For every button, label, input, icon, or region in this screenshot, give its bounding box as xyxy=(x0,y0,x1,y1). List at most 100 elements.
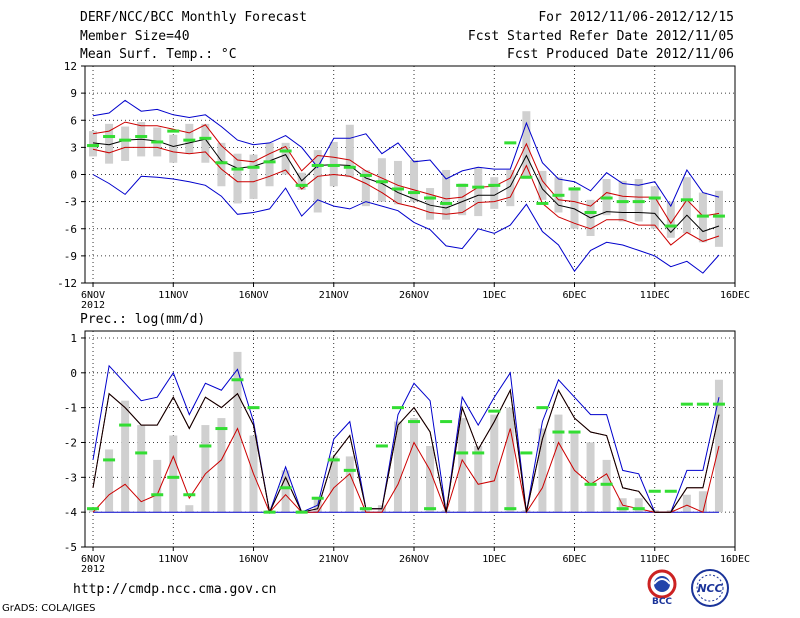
prec-spread-box xyxy=(393,421,402,513)
temp-plot-frame xyxy=(84,65,736,284)
temp-ytick-label: -3 xyxy=(64,196,77,209)
footer-url[interactable]: http://cmdp.ncc.cma.gov.cn xyxy=(73,582,277,597)
temp-min-line xyxy=(92,174,720,274)
prec-ytick-label: 1 xyxy=(70,332,77,345)
prec-ytick-label: -3 xyxy=(64,471,77,484)
prec-observation-mark xyxy=(648,489,661,493)
prec-observation-mark xyxy=(391,406,404,410)
temp-spread-box xyxy=(426,188,435,220)
temp-observation-mark xyxy=(231,167,244,171)
prec-observation-mark xyxy=(119,423,132,427)
prec-observation-mark xyxy=(504,507,517,511)
temp-observation-mark xyxy=(536,201,549,205)
temp-xtick-label: 11NOV xyxy=(158,290,188,301)
temp-upper-quartile-line xyxy=(92,121,720,225)
prec-observation-mark xyxy=(520,451,533,455)
temp-observation-mark xyxy=(488,183,501,187)
prec-spread-box xyxy=(506,407,515,513)
prec-xtick-label: 16NOV xyxy=(238,554,268,565)
temp-observation-mark xyxy=(167,129,180,133)
temp-observation-mark xyxy=(696,214,709,218)
temp-observation-mark xyxy=(440,201,453,205)
prec-xtick-label: 6DEC xyxy=(562,554,586,565)
prec-observation-mark xyxy=(375,444,388,448)
prec-spread-box xyxy=(538,428,547,513)
temp-observation-mark xyxy=(520,175,533,179)
temp-observation-mark xyxy=(632,200,645,204)
prec-ytick-label: -2 xyxy=(64,436,77,449)
temp-spread-box xyxy=(570,187,579,229)
temp-xtick-label: 6DEC xyxy=(562,290,586,301)
prec-spread-box xyxy=(201,425,210,513)
prec-spread-box xyxy=(281,470,290,513)
temp-observation-mark xyxy=(327,163,340,167)
temp-spread-box xyxy=(490,177,499,209)
temp-xtick-label: 11DEC xyxy=(640,290,670,301)
temp-spread-box xyxy=(361,169,370,207)
prec-spread-box xyxy=(586,442,595,513)
prec-observation-mark xyxy=(616,507,629,511)
prec-observation-mark xyxy=(87,507,100,511)
prec-observation-mark xyxy=(247,406,260,410)
temp-max-line xyxy=(92,99,720,208)
temp-observation-mark xyxy=(456,183,469,187)
temp-xtick-label: 26NOV xyxy=(399,290,429,301)
prec-spread-box xyxy=(153,459,162,513)
temp-spread-box xyxy=(169,134,178,163)
refer-date: Fcst Started Refer Date 2012/11/05 xyxy=(467,29,734,44)
prec-observation-mark xyxy=(424,507,437,511)
temp-observation-mark xyxy=(408,191,421,195)
temp-observation-mark xyxy=(552,193,565,197)
temp-observation-mark xyxy=(424,196,437,200)
temp-spread-box xyxy=(89,131,98,157)
temp-spread-box xyxy=(121,126,130,161)
temp-lower-quartile-line xyxy=(92,146,720,246)
prec-spread-box xyxy=(714,379,723,513)
prec-spread-box xyxy=(89,510,98,513)
bcc-logo-arc xyxy=(653,578,671,585)
produced-date: Fcst Produced Date 2012/11/06 xyxy=(507,47,734,62)
temp-observation-mark xyxy=(584,210,597,214)
prec-spread-box xyxy=(474,445,483,513)
temp-spread-box xyxy=(666,201,675,238)
prec-observation-mark xyxy=(680,402,693,406)
prec-xtick-label: 11DEC xyxy=(640,554,670,565)
ncc-logo-inner xyxy=(696,574,724,602)
prec-observation-mark xyxy=(231,378,244,382)
temp-spread-box xyxy=(281,142,290,175)
temp-ytick-label: -9 xyxy=(64,250,77,263)
prec-observation-mark xyxy=(552,430,565,434)
upper-chart-variable: Mean Surf. Temp.: °C xyxy=(80,47,237,62)
prec-observation-mark xyxy=(343,468,356,472)
temp-observation-mark xyxy=(712,214,725,218)
prec-observation-mark xyxy=(151,493,164,497)
prec-spread-box xyxy=(169,435,178,513)
temp-spread-box xyxy=(650,186,659,229)
prec-observation-mark xyxy=(632,507,645,511)
prec-observation-mark xyxy=(183,493,196,497)
bcc-logo-text: BCC xyxy=(652,597,672,606)
temp-spread-box xyxy=(393,160,402,205)
prec-observation-mark xyxy=(488,409,501,413)
prec-ensemble-mean-line xyxy=(92,388,720,514)
prec-spread-box xyxy=(105,449,114,513)
prec-xtick-label: 11NOV xyxy=(158,554,188,565)
prec-xtick-label: 21NOV xyxy=(319,554,349,565)
prec-spread-box xyxy=(217,418,226,513)
prec-observation-mark xyxy=(263,510,276,514)
prec-xtick-label: 6NOV xyxy=(81,554,105,565)
temp-ytick-label: -6 xyxy=(64,223,77,236)
temp-spread-box xyxy=(345,124,354,178)
prec-observation-mark xyxy=(456,451,469,455)
temp-xtick-label: 1DEC xyxy=(482,290,506,301)
prec-spread-box xyxy=(329,456,338,513)
temp-spread-box xyxy=(249,154,258,199)
temp-ytick-label: -12 xyxy=(57,277,77,290)
temp-observation-mark xyxy=(119,138,132,142)
prec-observation-mark xyxy=(584,482,597,486)
temp-xtick-label: 6NOV xyxy=(81,290,105,301)
temp-spread-box xyxy=(410,160,419,202)
prec-observation-mark xyxy=(664,489,677,493)
temp-observation-mark xyxy=(648,196,661,200)
prec-observation-mark xyxy=(536,406,549,410)
